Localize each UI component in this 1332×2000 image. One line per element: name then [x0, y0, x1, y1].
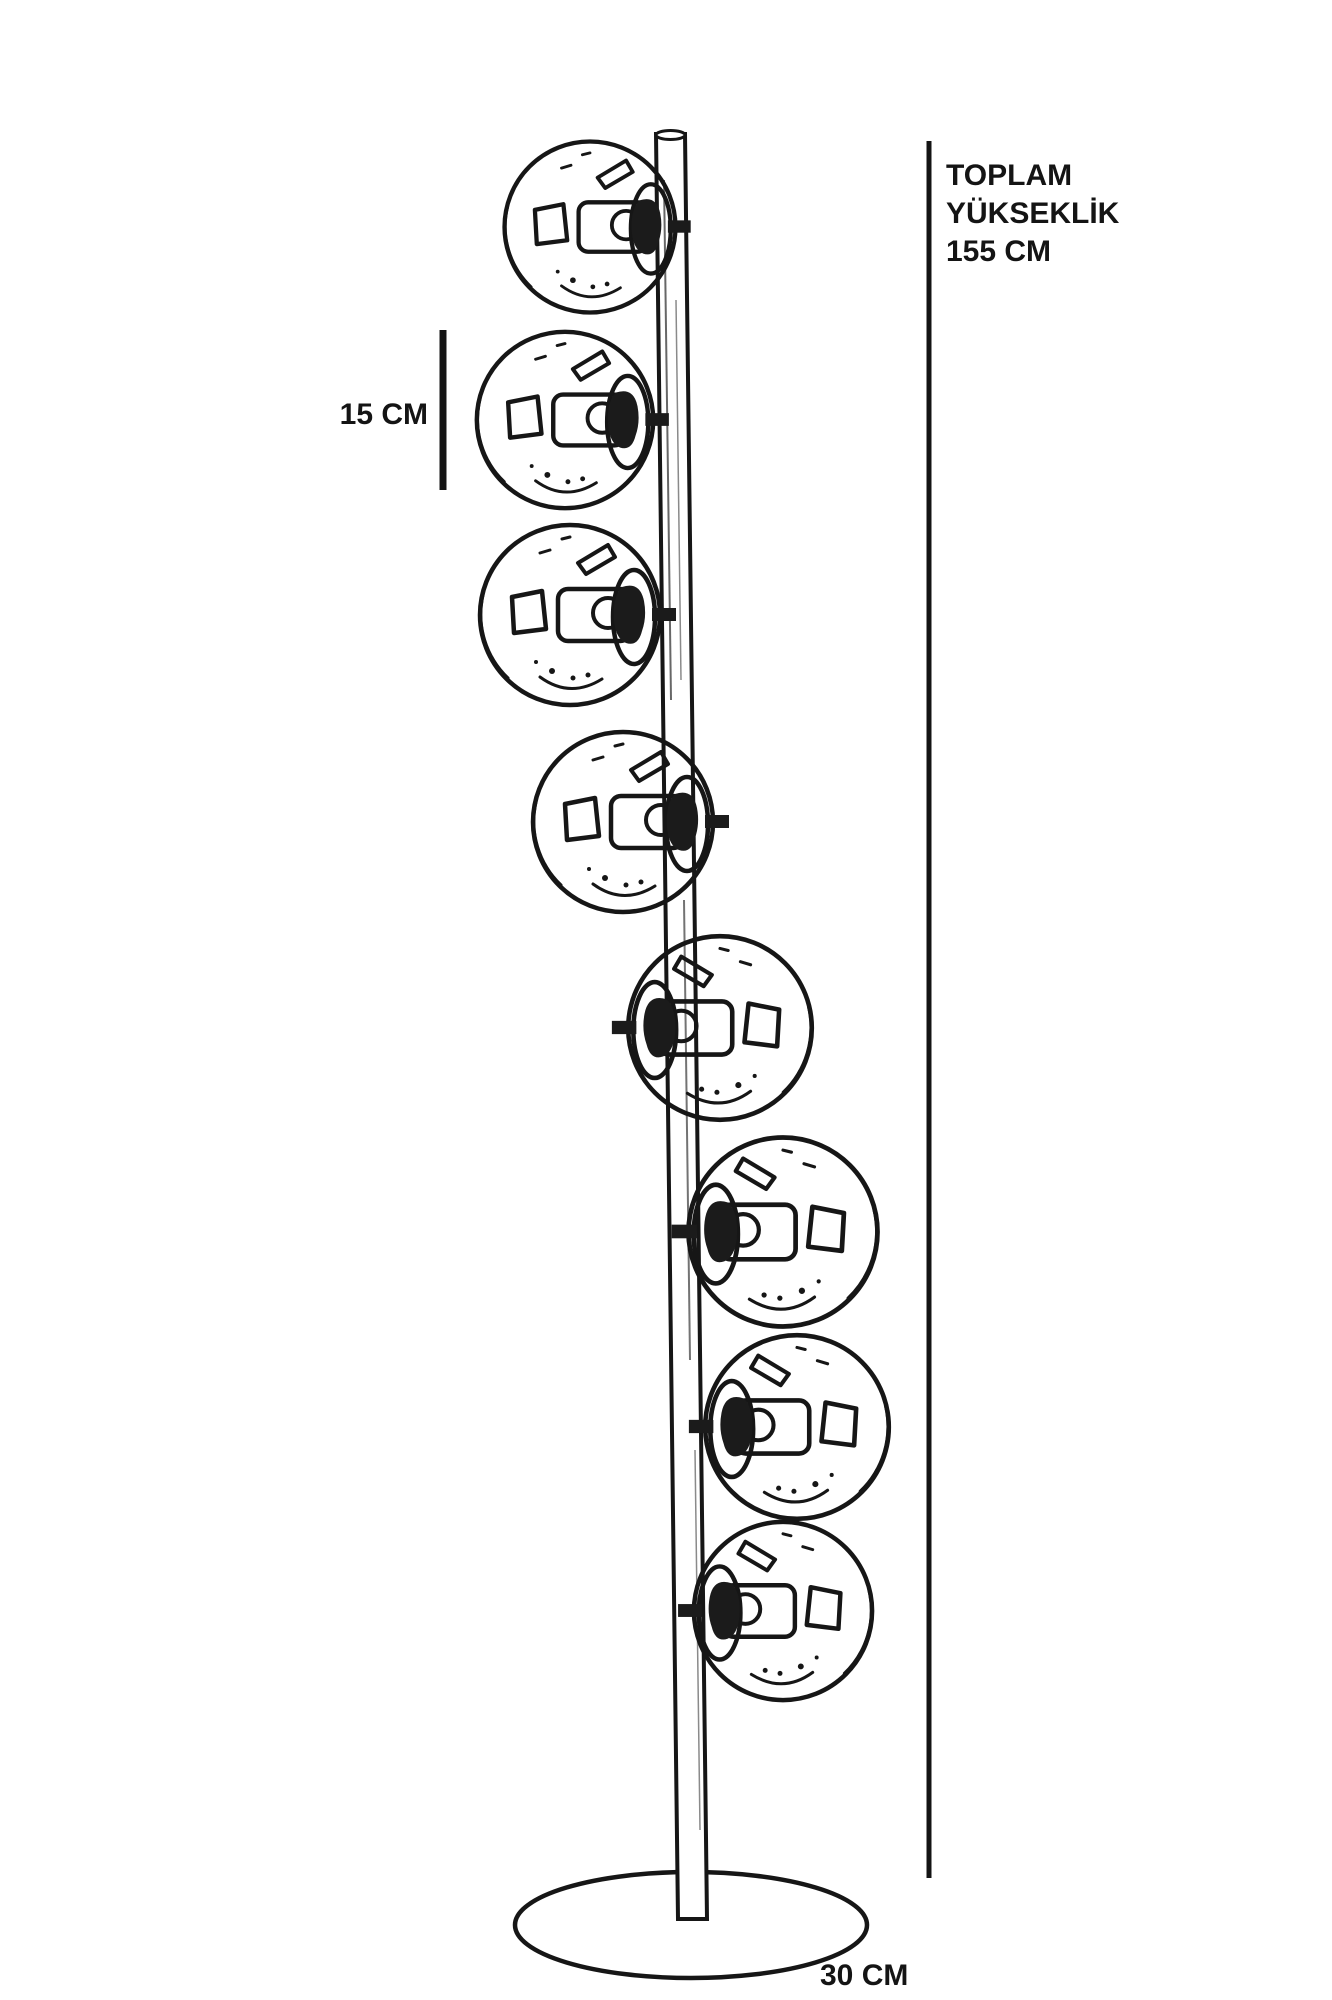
globe-spacing-annotation: 15 CM: [339, 398, 428, 431]
globe-3: [480, 525, 676, 705]
total-height-line3: 155 CM: [946, 235, 1052, 268]
globe-7: [689, 1335, 889, 1519]
total-height-annotation: TOPLAM YÜKSEKLİK 155 CM: [946, 157, 1119, 271]
globe-8: [678, 1522, 872, 1700]
total-height-line2: YÜKSEKLİK: [946, 197, 1120, 230]
base-diameter-annotation: 30 CM: [820, 1959, 909, 1992]
globe-5: [612, 936, 812, 1120]
total-height-line1: TOPLAM: [946, 159, 1073, 192]
globe-2: [477, 332, 669, 508]
globe-4: [533, 732, 729, 912]
globe-6: [672, 1138, 878, 1327]
